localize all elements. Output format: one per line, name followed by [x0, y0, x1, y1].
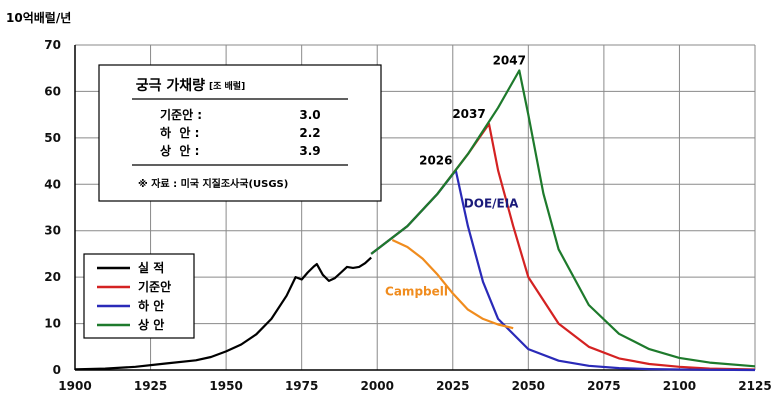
infobox-title: 궁극 가채량 — [136, 78, 205, 94]
x-tick-label: 2125 — [738, 379, 771, 393]
legend-entry: 하 안 — [138, 298, 164, 313]
annotation-label: 2037 — [452, 107, 485, 121]
series-line — [370, 169, 756, 372]
legend-entry: 기준안 — [138, 279, 171, 294]
y-tick-label: 20 — [44, 270, 61, 284]
x-tick-label: 1950 — [209, 379, 242, 393]
annotation-label: 2026 — [419, 153, 452, 167]
y-tick-labels: 0 10 20 30 40 50 60 70 — [44, 38, 61, 377]
infobox-unit: [조 배럴] — [209, 80, 245, 92]
infobox-row-value: 2.2 — [299, 126, 320, 140]
x-tick-label: 2025 — [436, 379, 469, 393]
series-line — [74, 256, 372, 371]
x-tick-label: 1975 — [285, 379, 318, 393]
y-tick-label: 60 — [44, 84, 61, 98]
y-tick-label: 30 — [44, 224, 61, 238]
infobox-row-value: 3.9 — [299, 144, 320, 158]
y-axis-label: 10억배럴/년 — [6, 10, 71, 25]
x-tick-label: 1925 — [134, 379, 167, 393]
legend-entry: 상 안 — [138, 317, 164, 332]
infobox-source: ※ 자료 : 미국 지질조사국(USGS) — [138, 177, 288, 190]
infobox-row-label: 하 안 : — [160, 125, 199, 140]
annotation-label: Campbell — [385, 285, 448, 299]
annotations: 2047 2037 2026 DOE/EIA Campbell — [385, 54, 526, 299]
infobox-row-label: 상 안 : — [160, 143, 199, 158]
ultimate-reserves-box: 궁극 가채량 [조 배럴] 기준안 : 3.0 하 안 : 2.2 상 안 : … — [98, 64, 382, 202]
y-tick-label: 70 — [44, 38, 61, 52]
infobox-frame — [98, 64, 382, 202]
infobox-row-value: 3.0 — [299, 108, 320, 122]
x-tick-labels: 1900 1925 1950 1975 2000 2025 2050 2075 2100 2125 — [58, 379, 771, 393]
x-tick-label: 2000 — [361, 379, 394, 393]
x-tick-label: 2100 — [663, 379, 696, 393]
y-tick-label: 40 — [44, 177, 61, 191]
axes — [74, 45, 755, 371]
series-line — [391, 239, 514, 330]
x-tick-label: 2075 — [587, 379, 620, 393]
y-tick-label: 10 — [44, 317, 61, 331]
series-line — [370, 69, 756, 368]
series-lines — [74, 69, 756, 372]
x-tick-label: 2050 — [512, 379, 545, 393]
x-tick-label: 1900 — [58, 379, 91, 393]
annotation-label: 2047 — [493, 54, 526, 68]
annotation-label: DOE/EIA — [464, 197, 519, 211]
legend-entry: 실 적 — [138, 260, 164, 275]
y-tick-label: 50 — [44, 131, 61, 145]
y-tick-label: 0 — [53, 363, 61, 377]
infobox-row-label: 기준안 : — [160, 107, 202, 122]
